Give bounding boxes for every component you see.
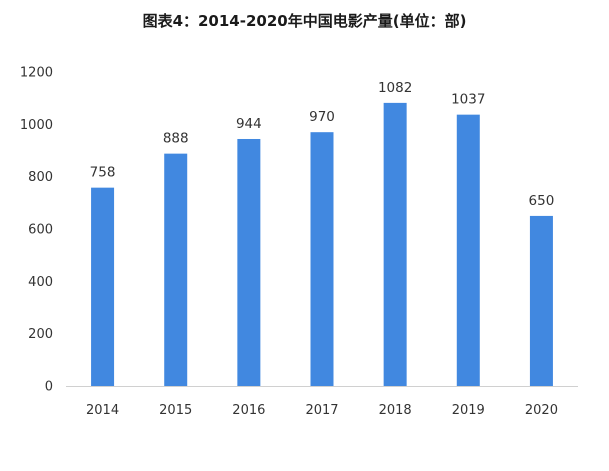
- y-tick-label: 1200: [20, 66, 53, 81]
- data-label: 944: [236, 116, 262, 132]
- data-label: 1037: [451, 92, 485, 108]
- x-tick-label: 2017: [305, 403, 338, 418]
- data-label: 650: [529, 193, 555, 209]
- y-tick-label: 800: [28, 170, 53, 185]
- data-labels: 758 888 944 970 1082 1037 650: [90, 80, 555, 209]
- x-tick-label: 2014: [86, 403, 119, 418]
- bars: [91, 102, 553, 387]
- x-axis-ticks: 2014 2015 2016 2017 2018 2019 2020: [86, 403, 558, 418]
- y-axis-ticks: 0 200 400 600 800 1000 1200: [20, 66, 53, 395]
- y-tick-label: 0: [45, 380, 53, 395]
- y-tick-label: 1000: [20, 118, 53, 133]
- x-tick-label: 2019: [452, 403, 485, 418]
- x-tick-label: 2015: [159, 403, 192, 418]
- x-tick-label: 2020: [525, 403, 558, 418]
- data-label: 970: [309, 109, 335, 125]
- y-tick-label: 400: [28, 275, 53, 290]
- chart-title: 图表4：2014-2020年中国电影产量(单位：部): [142, 12, 467, 30]
- bar: [164, 153, 188, 386]
- data-label: 888: [163, 131, 189, 147]
- bar: [310, 132, 334, 386]
- bar: [237, 138, 261, 386]
- bar: [529, 215, 553, 386]
- data-label: 1082: [378, 80, 412, 96]
- x-tick-label: 2018: [379, 403, 412, 418]
- x-tick-label: 2016: [232, 403, 265, 418]
- bar: [383, 102, 407, 387]
- y-tick-label: 600: [28, 223, 53, 238]
- bar: [456, 114, 480, 386]
- data-label: 758: [90, 165, 116, 181]
- y-tick-label: 200: [28, 327, 53, 342]
- bar: [91, 187, 115, 386]
